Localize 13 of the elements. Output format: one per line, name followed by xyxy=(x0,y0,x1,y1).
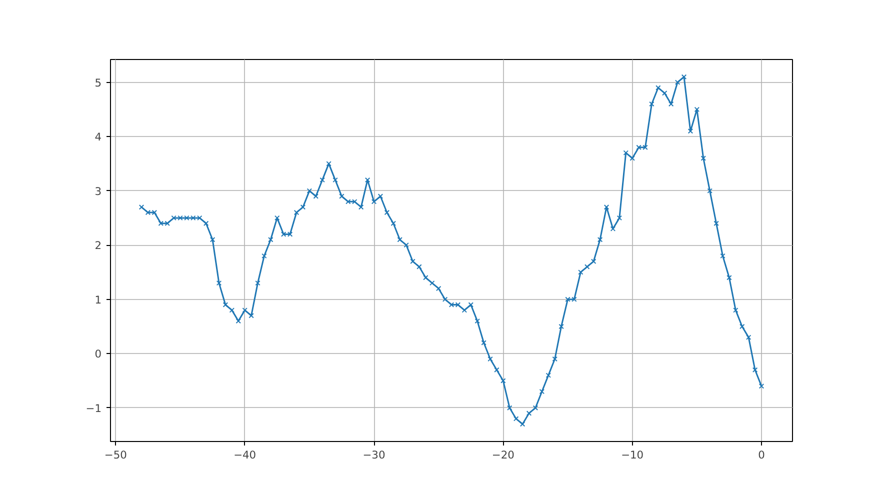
x-tick-label: −10 xyxy=(621,448,644,462)
x-tick-label: 0 xyxy=(758,448,766,462)
x-tick-label: −50 xyxy=(104,448,128,462)
y-tick-label: 3 xyxy=(94,184,102,198)
y-tick-label: 0 xyxy=(94,348,102,361)
x-tick-label: −30 xyxy=(362,448,386,462)
y-tick-label: 2 xyxy=(94,239,102,252)
y-tick-label: 4 xyxy=(94,130,102,144)
y-tick-label: −1 xyxy=(86,402,102,415)
x-tick-label: −40 xyxy=(234,448,256,462)
y-tick-label: 5 xyxy=(94,76,102,90)
x-tick-label: −20 xyxy=(492,448,515,462)
y-tick-label: 1 xyxy=(94,293,102,306)
